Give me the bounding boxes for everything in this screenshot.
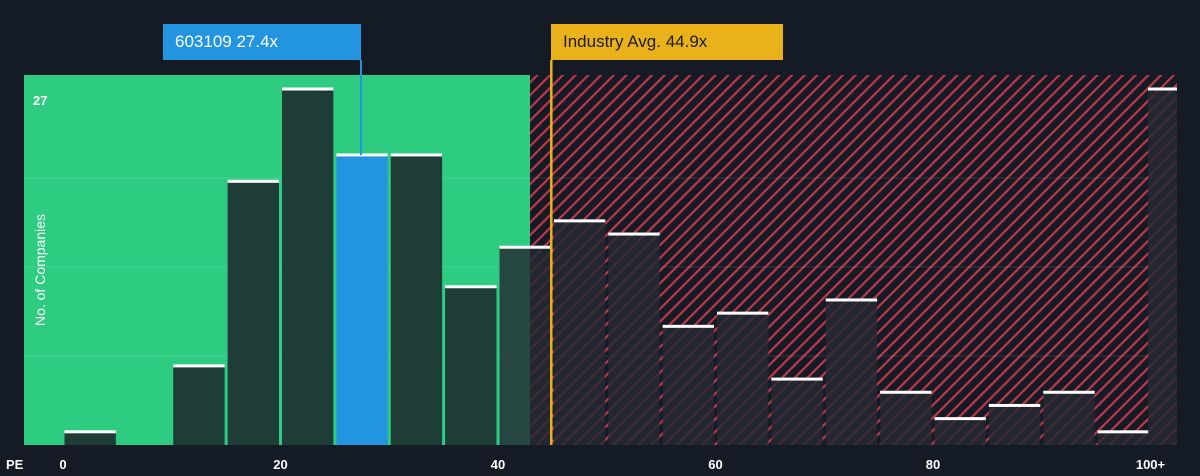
bar-70 xyxy=(825,299,878,445)
bar-75 xyxy=(880,392,932,445)
bar-top-95 xyxy=(1097,430,1149,434)
company-pe-callout: 603109 27.4x xyxy=(163,24,361,60)
x-tick-label-80: 80 xyxy=(926,457,940,472)
bar-top-15 xyxy=(227,179,279,183)
bar-100 xyxy=(1148,89,1177,445)
bar-top-20 xyxy=(282,87,334,91)
bar-60 xyxy=(717,313,769,445)
y-tick-label: 27 xyxy=(33,93,47,108)
bar-top-100 xyxy=(1148,87,1177,91)
bar-top-90 xyxy=(1043,390,1095,394)
bar-top-65 xyxy=(771,377,823,381)
bar-top-80 xyxy=(934,417,986,421)
y-axis-label: No. of Companies xyxy=(32,214,48,326)
bar-top-75 xyxy=(880,390,932,394)
bar-top-50 xyxy=(608,232,660,236)
bar-top-25 xyxy=(336,153,388,157)
bar-top-10 xyxy=(173,364,225,368)
bar-top-60 xyxy=(717,311,769,315)
x-tick-label-40: 40 xyxy=(491,457,505,472)
bar-50 xyxy=(608,234,660,445)
x-tick-label-20: 20 xyxy=(273,457,287,472)
bar-top-70 xyxy=(825,298,878,302)
x-tick-label-0: 0 xyxy=(59,457,66,472)
bar-top-55 xyxy=(662,324,714,328)
bar-40 xyxy=(499,247,551,445)
x-tick-label-100+: 100+ xyxy=(1136,457,1166,472)
bar-80 xyxy=(934,418,986,445)
bar-10 xyxy=(173,365,225,445)
bar-45 xyxy=(553,220,606,445)
bar-35 xyxy=(445,286,497,445)
x-axis-label: PE xyxy=(6,457,24,472)
bar-top-85 xyxy=(988,403,1041,407)
bar-top-30 xyxy=(390,153,443,157)
bar-0 xyxy=(64,431,116,445)
industry-avg-callout: Industry Avg. 44.9x xyxy=(551,24,783,60)
bar-30 xyxy=(390,154,443,446)
bar-15 xyxy=(227,181,279,445)
bar-top-35 xyxy=(445,285,497,289)
bar-top-45 xyxy=(553,219,606,223)
bar-top-0 xyxy=(64,430,116,434)
bar-20 xyxy=(282,89,334,445)
x-tick-label-60: 60 xyxy=(708,457,722,472)
bar-90 xyxy=(1043,392,1095,445)
bar-65 xyxy=(771,379,823,445)
bar-top-40 xyxy=(499,245,551,249)
bar-55 xyxy=(662,326,714,445)
bar-85 xyxy=(988,405,1041,445)
bar-95 xyxy=(1097,431,1149,445)
bar-25 xyxy=(336,154,388,446)
